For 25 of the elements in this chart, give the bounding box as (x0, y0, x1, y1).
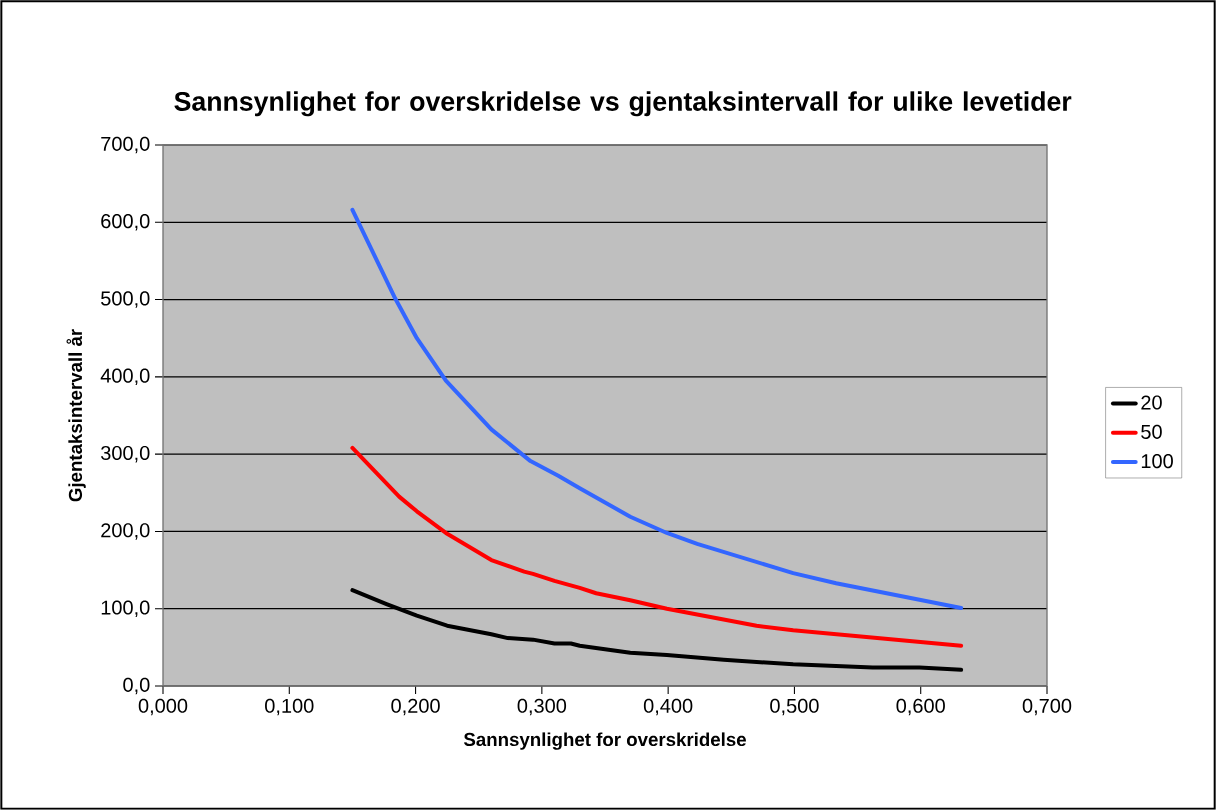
x-tick-label: 0,500 (770, 698, 819, 716)
x-tick-label: 0,400 (643, 698, 693, 716)
x-axis-title: Sannsynlighet for overskridelse (463, 732, 746, 750)
x-tick-label: 0,000 (138, 698, 188, 716)
y-tick-label: 200,0 (101, 523, 150, 540)
y-axis-title: Gjentaksintervall år (66, 329, 86, 502)
legend-label: 100 (1141, 454, 1173, 469)
x-tick-label: 0,700 (1022, 698, 1072, 716)
y-tick-label: 500,0 (101, 291, 150, 308)
y-tick-label: 300,0 (101, 445, 150, 463)
x-tick-label: 0,100 (265, 698, 314, 716)
y-tick-label: 400,0 (100, 368, 150, 386)
x-tick-label: 0,300 (517, 698, 567, 716)
y-tick-label: 100,0 (101, 600, 150, 617)
x-tick-label: 0,600 (896, 698, 945, 716)
y-tick-label: 600,0 (101, 214, 150, 231)
line-series (350, 588, 964, 672)
chart-title: Sannsynlighet for overskridelse vs gjentaksintervall for ulike levetider (174, 91, 1072, 117)
line-series (350, 445, 964, 648)
y-tick-label: 0,0 (123, 677, 150, 695)
x-tick-label: 0,200 (391, 698, 440, 716)
legend-label: 50 (1141, 424, 1162, 439)
line-series (350, 207, 964, 610)
legend-label: 20 (1141, 395, 1162, 410)
y-tick-label: 700,0 (101, 136, 150, 154)
